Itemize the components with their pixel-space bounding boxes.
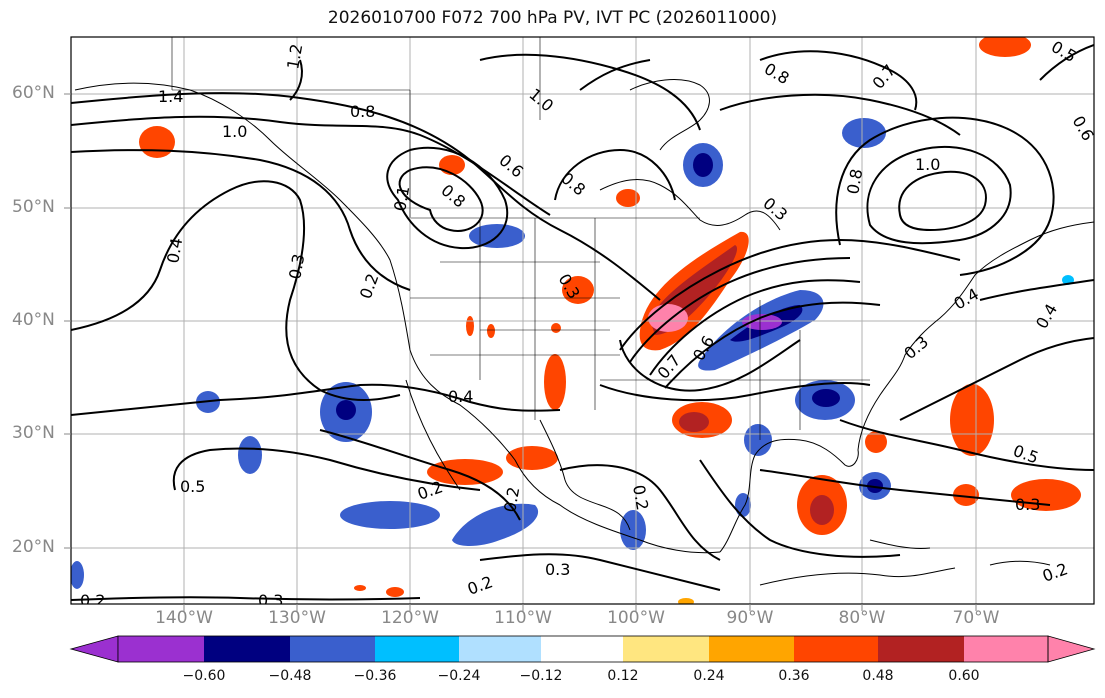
colorbar-segment (794, 636, 878, 662)
contour-label: 0.5 (180, 477, 205, 496)
colorbar-tick-label: 0.12 (607, 668, 639, 684)
lat-label-60n: 60°N (12, 83, 55, 103)
contour-label: 0.8 (350, 102, 375, 121)
contour-label: 0.4 (448, 387, 473, 406)
contour-label: 0.2 (80, 591, 105, 610)
lon-label-90w: 90°W (726, 608, 774, 628)
colorbar-segment (118, 636, 204, 662)
contour-label: 0.4 (163, 236, 186, 264)
colorbar-segment (623, 636, 709, 662)
colorbar-segment (459, 636, 541, 662)
contour-label: 0.1 (390, 184, 413, 212)
colorbar-segment (709, 636, 794, 662)
lat-label-50n: 50°N (12, 197, 55, 217)
colorbar-tick-label: −0.24 (437, 668, 481, 684)
contour-label: 0.8 (843, 167, 866, 195)
contour-label: 1.2 (283, 42, 306, 70)
lat-label-30n: 30°N (12, 423, 55, 443)
colorbar-tick-label: 0.36 (778, 668, 810, 684)
colorbar-tick-label: −0.36 (353, 668, 397, 684)
contour-label: 0.3 (545, 560, 570, 579)
colorbar-tick-label: 0.60 (948, 668, 980, 684)
lon-label-140w: 140°W (155, 608, 213, 628)
contour-label: 0.2 (500, 485, 523, 513)
contour-label: 0.3 (1015, 495, 1040, 514)
colorbar-segment (541, 636, 623, 662)
lat-label-40n: 40°N (12, 310, 55, 330)
colorbar-tick-label: 0.48 (862, 668, 894, 684)
lon-label-100w: 100°W (607, 608, 665, 628)
coastlines (74, 79, 1094, 586)
colorbar-segment (204, 636, 290, 662)
lon-label-110w: 110°W (494, 608, 552, 628)
colorbar-frame (117, 635, 1049, 663)
contour-label: 1.4 (158, 87, 183, 106)
contour-label: 1.0 (915, 155, 940, 174)
contour-label: 0.2 (629, 483, 652, 511)
colorbar-extend-low (69, 635, 119, 663)
contour-label: 0.3 (258, 591, 283, 610)
colorbar-extend-high (1047, 635, 1096, 663)
colorbar-tick-label: 0.24 (693, 668, 725, 684)
political-borders (171, 37, 870, 440)
graticule (71, 37, 1094, 604)
map-title: 2026010700 F072 700 hPa PV, IVT PC (2026… (327, 8, 778, 28)
contour-label: 0.3 (285, 252, 308, 280)
lon-label-70w: 70°W (952, 608, 1000, 628)
colorbar-segment (878, 636, 964, 662)
contour-label: 1.0 (222, 122, 247, 141)
colorbar (69, 635, 1096, 663)
shaded-anomalies (71, 37, 1081, 604)
colorbar-segment (964, 636, 1048, 662)
lon-label-80w: 80°W (838, 608, 886, 628)
colorbar-tick-label: −0.12 (519, 668, 563, 684)
colorbar-segment (290, 636, 375, 662)
lat-label-20n: 20°N (12, 537, 55, 557)
colorbar-tick-label: −0.60 (182, 668, 226, 684)
colorbar-segment (375, 636, 459, 662)
colorbar-tick-label: −0.48 (268, 668, 312, 684)
lon-label-120w: 120°W (381, 608, 439, 628)
lon-label-130w: 130°W (268, 608, 326, 628)
pv-contours (71, 44, 1094, 601)
axis-ticks (64, 93, 977, 611)
